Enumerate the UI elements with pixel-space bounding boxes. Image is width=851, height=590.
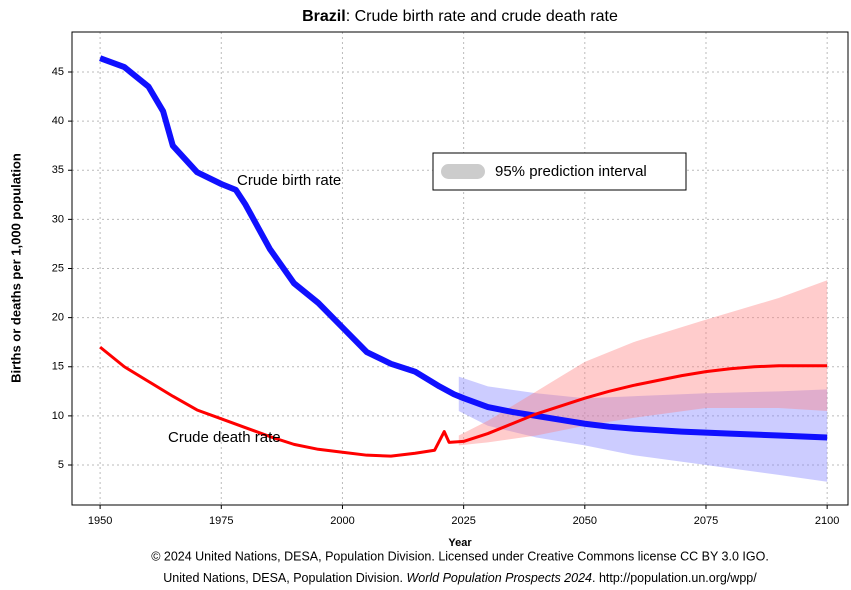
x-tick-label: 2000 — [330, 515, 354, 527]
title-country: Brazil — [302, 8, 346, 25]
legend-label: 95% prediction interval — [495, 163, 647, 180]
series-label: Crude death rate — [168, 429, 281, 446]
x-tick-label: 2025 — [451, 515, 475, 527]
legend-box — [432, 152, 687, 191]
x-tick-label: 2075 — [694, 515, 718, 527]
footer-line2: United Nations, DESA, Population Divisio… — [163, 571, 757, 585]
x-tick-label: 2100 — [815, 515, 839, 527]
plot-frame — [71, 31, 849, 506]
x-tick-label: 1950 — [88, 515, 112, 527]
footer-part: . http://population.un.org/wpp/ — [592, 571, 757, 585]
footer-part: United Nations, DESA, Population Divisio… — [163, 571, 406, 585]
y-tick-label: 5 — [58, 459, 64, 471]
y-tick-label: 20 — [52, 312, 64, 324]
series-label: Crude birth rate — [237, 172, 341, 189]
y-tick-label: 40 — [52, 115, 64, 127]
footer-line1: © 2024 United Nations, DESA, Population … — [151, 549, 769, 563]
x-axis-label: Year — [448, 537, 472, 549]
series-line — [99, 55, 828, 441]
series-line — [99, 345, 828, 458]
y-tick-label: 10 — [52, 410, 64, 422]
y-axis-label: Births or deaths per 1,000 population — [8, 153, 23, 383]
x-tick-label: 1975 — [209, 515, 233, 527]
prediction-band — [458, 280, 828, 446]
y-tick-label: 15 — [52, 361, 64, 373]
y-tick-label: 35 — [52, 164, 64, 176]
footer-italic: World Population Prospects 2024 — [406, 571, 592, 585]
y-tick-label: 30 — [52, 213, 64, 225]
title-rest: : Crude birth rate and crude death rate — [346, 8, 618, 25]
y-tick-label: 45 — [52, 66, 64, 78]
chart-title: Brazil: Crude birth rate and crude death… — [302, 8, 618, 25]
legend-swatch — [441, 164, 485, 179]
x-tick-label: 2050 — [573, 515, 597, 527]
y-tick-label: 25 — [52, 262, 64, 274]
